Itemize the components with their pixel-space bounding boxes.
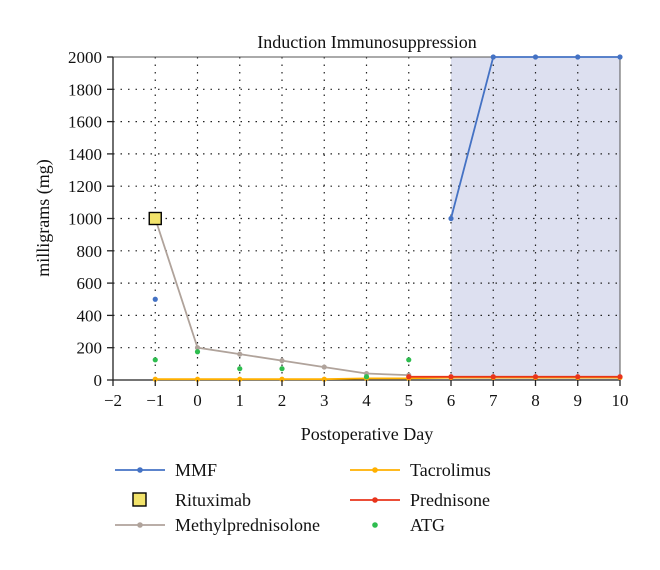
x-tick-label: 9 xyxy=(574,391,583,410)
y-tick-label: 1600 xyxy=(68,113,102,132)
legend: MMF Rituximab Methylprednisolone Tacrolimus… xyxy=(115,460,491,535)
legend-symbol xyxy=(372,522,378,528)
x-tick-label: 5 xyxy=(405,391,414,410)
x-tick-label: 3 xyxy=(320,391,329,410)
y-tick-label: 400 xyxy=(77,306,103,325)
data-point-tacrolimus xyxy=(237,376,243,382)
data-point-atg xyxy=(194,349,201,355)
legend-symbol xyxy=(137,522,143,528)
data-point-mmf xyxy=(532,54,539,60)
data-point-methylprednisolone xyxy=(194,345,201,351)
y-tick-label: 1800 xyxy=(68,80,102,99)
x-tick-label: 6 xyxy=(447,391,456,410)
data-point-atg xyxy=(279,366,285,372)
shaded-region xyxy=(451,57,620,380)
x-tick-label: 10 xyxy=(612,391,629,410)
data-point-tacrolimus xyxy=(152,376,158,382)
y-tick-label: 200 xyxy=(77,339,103,358)
legend-label: MMF xyxy=(175,460,217,480)
data-point-atg xyxy=(237,366,243,372)
data-point-mmf xyxy=(448,215,454,222)
data-point-prednisone xyxy=(617,374,623,380)
legend-label: Rituximab xyxy=(175,490,251,510)
x-tick-label: 0 xyxy=(193,391,202,410)
x-axis-title: Postoperative Day xyxy=(301,424,433,444)
y-tick-label: 1000 xyxy=(68,210,102,229)
legend-item-rituximab: Rituximab xyxy=(132,490,251,510)
legend-item-mmf: MMF xyxy=(115,460,217,480)
y-tick-label: 2000 xyxy=(68,48,102,67)
data-point-methylprednisolone xyxy=(279,358,285,364)
data-point-methylprednisolone xyxy=(237,351,243,357)
legend-symbol xyxy=(372,467,378,473)
data-point-rituximab xyxy=(148,211,162,226)
series-rituximab xyxy=(148,211,162,226)
data-point-methylprednisolone xyxy=(321,364,327,370)
data-point-prednisone xyxy=(575,374,581,380)
data-point-mmf xyxy=(490,54,496,60)
data-point-mmf xyxy=(152,296,158,302)
y-tick-label: 600 xyxy=(77,274,103,293)
x-tick-label: 1 xyxy=(236,391,245,410)
chart-title: Induction Immunosuppression xyxy=(257,32,476,52)
y-tick-label: 1400 xyxy=(68,145,102,164)
data-point-prednisone xyxy=(448,374,454,380)
legend-label: Prednisone xyxy=(410,490,490,510)
data-point-atg xyxy=(363,374,370,380)
series-atg xyxy=(152,349,412,380)
data-point-mmf xyxy=(575,54,581,60)
data-point-atg xyxy=(406,357,412,363)
y-tick-label: 0 xyxy=(94,371,103,390)
legend-symbol xyxy=(132,492,147,507)
legend-label: Methylprednisolone xyxy=(175,515,320,535)
data-point-tacrolimus xyxy=(194,376,201,382)
data-point-tacrolimus xyxy=(321,376,327,382)
y-tick-label: 1200 xyxy=(68,177,102,196)
legend-item-methylprednisolone: Methylprednisolone xyxy=(115,515,320,535)
legend-label: Tacrolimus xyxy=(410,460,491,480)
y-axis-title: milligrams (mg) xyxy=(33,159,54,276)
data-point-tacrolimus xyxy=(279,376,285,382)
x-tick-label: 7 xyxy=(489,391,498,410)
x-tick-label: 2 xyxy=(278,391,287,410)
legend-label: ATG xyxy=(410,515,445,535)
legend-symbol xyxy=(372,497,378,503)
legend-symbol xyxy=(137,467,143,473)
data-point-atg xyxy=(152,357,158,363)
series-mmf xyxy=(152,54,623,302)
y-tick-label: 800 xyxy=(77,242,103,261)
data-point-prednisone xyxy=(406,374,412,380)
series-prednisone xyxy=(406,374,623,380)
legend-item-tacrolimus: Tacrolimus xyxy=(350,460,491,480)
data-point-mmf xyxy=(617,54,623,60)
legend-item-atg: ATG xyxy=(372,515,445,535)
x-tick-label: 8 xyxy=(531,391,540,410)
x-tick-label: −2 xyxy=(104,391,122,410)
x-tick-label: −1 xyxy=(146,391,164,410)
legend-item-prednisone: Prednisone xyxy=(350,490,490,510)
x-tick-label: 4 xyxy=(362,391,371,410)
data-point-prednisone xyxy=(490,374,496,380)
data-point-prednisone xyxy=(532,374,539,380)
